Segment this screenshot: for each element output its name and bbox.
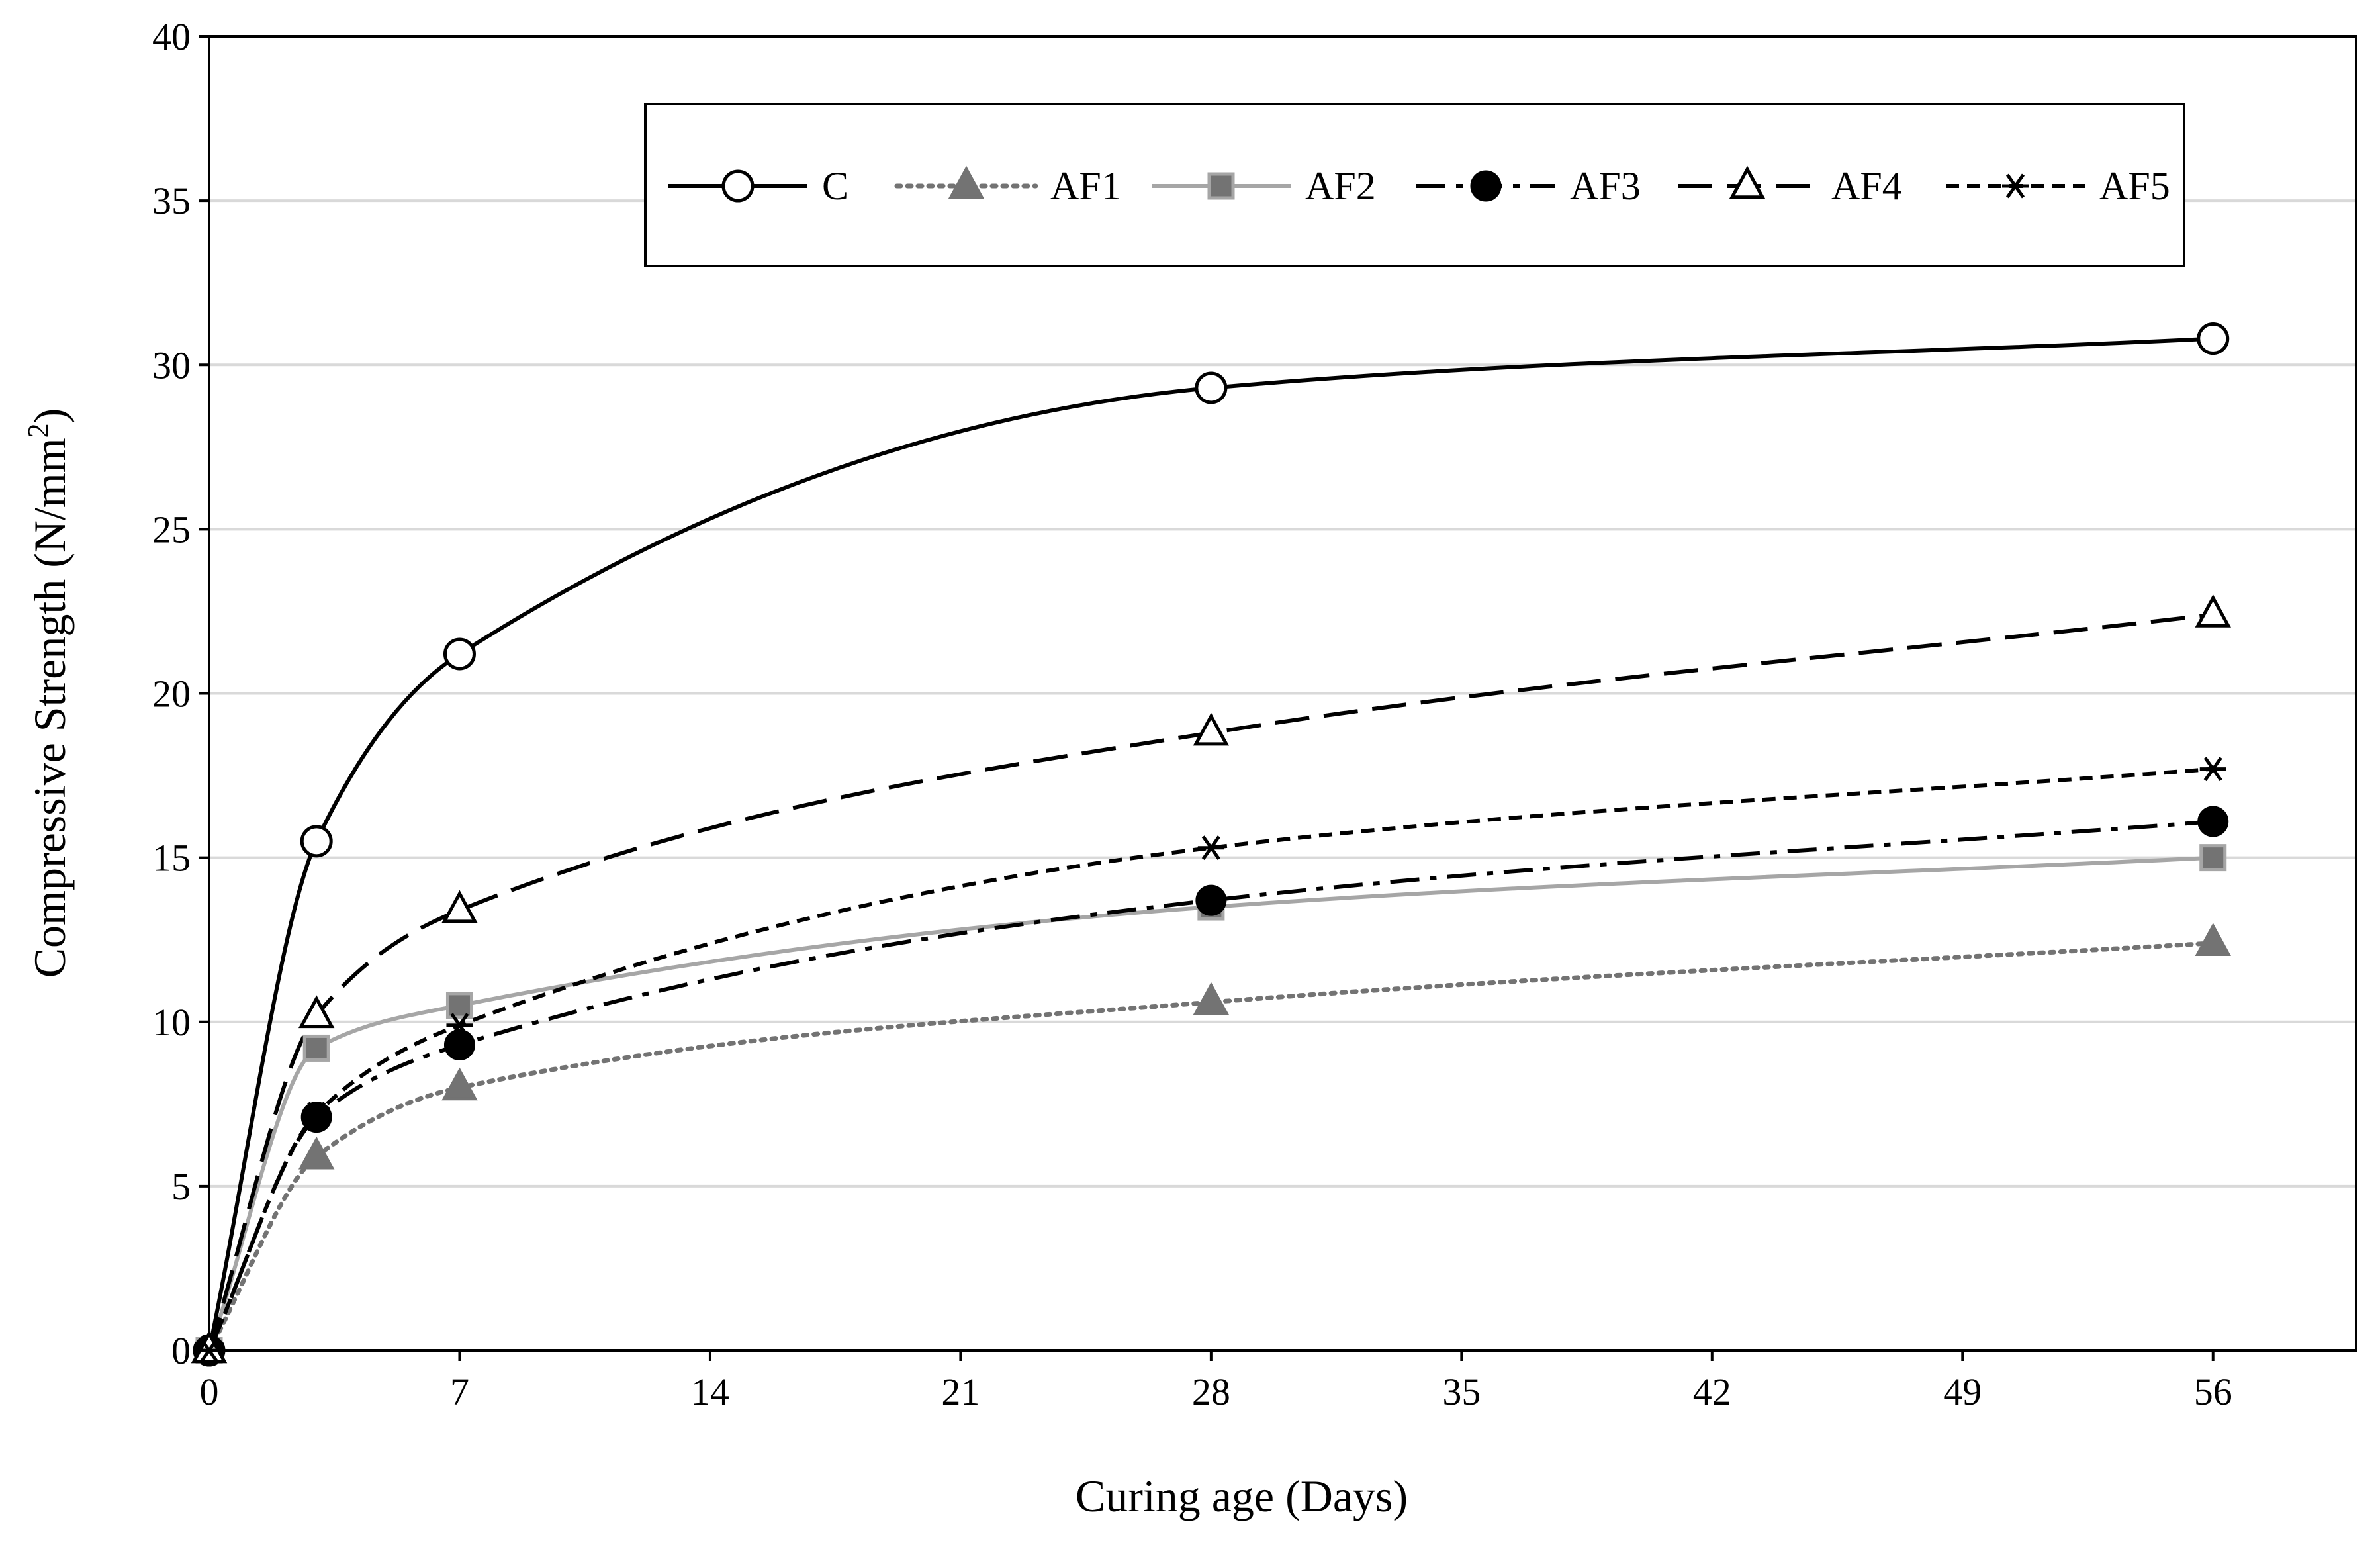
legend-label-af1: AF1 [1050,164,1121,208]
data-point-af3 [300,1102,332,1133]
data-point-af3 [443,1029,475,1060]
data-point-c [1195,371,1228,404]
legend-marker-af5 [2002,173,2029,199]
data-point-af3 [2197,806,2229,837]
asterisk-stroke [199,1338,219,1363]
legend-marker-af3 [1470,170,1502,202]
x-tick-label: 21 [941,1370,980,1413]
data-point-af5 [303,1102,330,1127]
series-line-af4 [207,612,2214,1351]
y-axis-title: Compressive Strength (N/mm2) [22,408,75,978]
data-point-af1 [2195,923,2231,956]
data-point-af4 [441,890,478,923]
y-tick-label: 25 [152,508,191,551]
data-point-c [2197,322,2230,355]
legend-label-af3: AF3 [1570,164,1641,208]
data-point-af1 [1193,982,1230,1015]
x-tick-label: 49 [1943,1370,1982,1413]
asterisk-stroke [450,1013,469,1038]
legend-label-c: C [822,164,848,208]
data-point-af2 [302,1034,330,1062]
data-point-af3 [1195,884,1227,916]
data-point-af1 [298,1136,335,1170]
y-axis-title-main: Compressive Strength (N/mm [24,438,75,978]
data-point-af2 [2199,844,2227,872]
data-point-af5 [196,1338,222,1363]
y-tick-label: 20 [152,673,191,716]
data-point-af4 [2195,594,2231,628]
series-lines [206,336,2216,1353]
legend-marker-af4 [1729,165,1766,199]
y-tick-label: 15 [152,837,191,880]
data-point-af5 [1197,835,1224,861]
data-point-c [443,637,476,671]
asterisk-stroke [307,1102,326,1127]
x-tick-label: 28 [1192,1370,1230,1413]
y-tick-label: 40 [152,15,191,58]
x-tick-label: 35 [1442,1370,1481,1413]
series-line-af2 [207,855,2213,1352]
legend: C AF1 AF2 AF3 AF4 AF5 [644,103,2185,267]
legend-label-af5: AF5 [2099,164,2170,208]
data-point-af5 [2199,757,2226,782]
legend-marker-af2 [1207,172,1235,200]
y-tick-label: 5 [171,1165,191,1208]
y-axis-title-close: ) [24,408,75,424]
legend-label-af4: AF4 [1831,164,1902,208]
x-tick-label: 42 [1693,1370,1731,1413]
series-markers [191,322,2231,1367]
y-tick-label: 30 [152,344,191,387]
data-point-af4 [298,995,335,1029]
data-point-af2 [445,992,473,1019]
asterisk-stroke [1201,835,1220,861]
data-point-af4 [1193,712,1230,746]
x-tick-label: 56 [2194,1370,2232,1413]
series-line-c [207,336,2213,1351]
legend-marker-c [721,169,755,203]
x-tick-label: 7 [450,1370,469,1413]
y-tick-label: 0 [171,1329,191,1372]
legend-marker-af1 [948,165,985,199]
series-line-af5 [207,767,2213,1352]
asterisk-stroke [2203,757,2222,782]
x-tick-label: 14 [691,1370,729,1413]
x-axis-title: Curing age (Days) [1076,1471,1408,1521]
x-tick-label: 0 [200,1370,219,1413]
legend-label-af2: AF2 [1305,164,1376,208]
y-tick-label: 35 [152,179,191,222]
y-axis-title-sup: 2 [22,423,54,438]
data-point-c [300,825,333,858]
data-point-af5 [446,1013,473,1038]
y-tick-label: 10 [152,1001,191,1044]
asterisk-stroke [2005,173,2025,199]
grid-lines [209,199,2356,1188]
axis-ticks: 0 5 10 15 20 25 30 35 40 0 7 14 21 28 35 42 49 56 [152,15,2232,1413]
data-point-af1 [441,1067,478,1101]
